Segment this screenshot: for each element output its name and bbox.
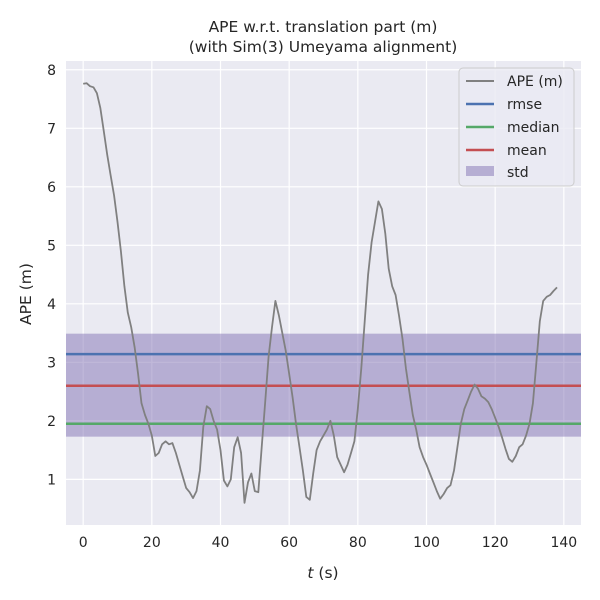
y-tick-labels: 1 2 3 4 5 6 7 8 <box>47 63 56 489</box>
legend: APE (m) rmse median mean std <box>458 67 575 187</box>
x-tick-label: 20 <box>143 535 161 551</box>
legend-label-std: std <box>507 165 529 181</box>
y-tick-label: 1 <box>47 472 56 488</box>
y-axis-label: APE (m) <box>17 263 35 325</box>
legend-label-mean: mean <box>507 143 547 159</box>
legend-box <box>458 67 575 187</box>
x-axis-label-unit: (s) <box>313 564 338 582</box>
x-tick-labels: 0 20 40 60 80 100 120 140 <box>79 535 577 551</box>
legend-label-ape: APE (m) <box>507 74 563 90</box>
x-tick-label: 100 <box>413 535 440 551</box>
y-tick-label: 2 <box>47 414 56 430</box>
y-tick-label: 5 <box>47 238 56 254</box>
y-tick-label: 6 <box>47 180 56 196</box>
y-tick-label: 7 <box>47 121 56 137</box>
x-tick-label: 60 <box>280 535 298 551</box>
chart-title-line-1: APE w.r.t. translation part (m) <box>209 18 438 36</box>
y-tick-label: 3 <box>47 355 56 371</box>
x-tick-label: 40 <box>212 535 230 551</box>
x-tick-label: 120 <box>482 535 509 551</box>
legend-label-rmse: rmse <box>507 97 542 113</box>
y-tick-label: 8 <box>47 63 56 79</box>
legend-swatch-std <box>466 166 494 176</box>
x-axis-label: t (s) <box>307 564 338 582</box>
chart-title-line-2: (with Sim(3) Umeyama alignment) <box>189 38 458 56</box>
x-axis-label-var: t <box>307 564 314 582</box>
y-tick-label: 4 <box>47 297 56 313</box>
x-tick-label: 140 <box>550 535 577 551</box>
legend-label-median: median <box>507 120 559 136</box>
x-tick-label: 80 <box>349 535 367 551</box>
ape-series-line <box>83 82 558 504</box>
x-tick-label: 0 <box>79 535 88 551</box>
